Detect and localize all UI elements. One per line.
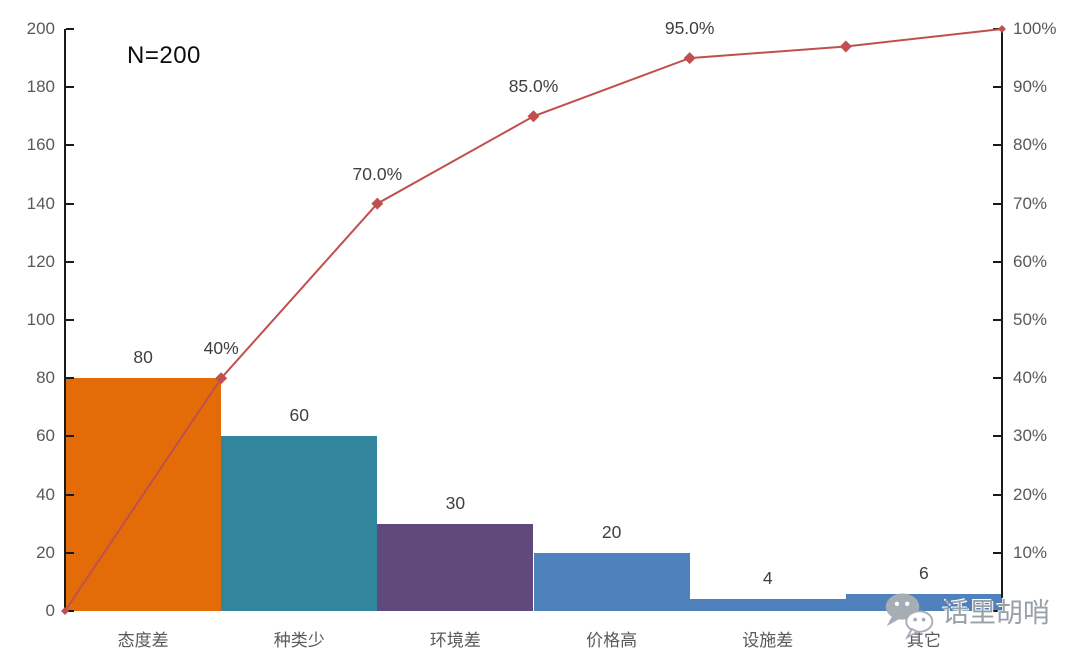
right-axis-tick-label: 80% xyxy=(1013,135,1048,155)
left-axis-tick-label: 0 xyxy=(45,601,55,620)
left-axis-tick xyxy=(66,28,74,30)
left-axis-line xyxy=(64,29,66,613)
left-axis-tick-label: 100 xyxy=(26,310,55,329)
bar-设施差 xyxy=(689,599,846,611)
right-axis-tick-label: 60% xyxy=(1013,251,1048,271)
bar-value-label: 20 xyxy=(601,521,622,542)
left-axis-tick xyxy=(66,319,74,321)
right-axis-tick-label: 50% xyxy=(1013,310,1048,329)
wechat-icon xyxy=(885,593,934,640)
left-axis-tick xyxy=(66,551,74,554)
category-label: 种类少 xyxy=(273,631,325,650)
left-axis-tick xyxy=(66,493,74,496)
category-label: 环境差 xyxy=(429,631,481,650)
category-label: 设施差 xyxy=(742,631,794,650)
right-axis-tick-label: 70% xyxy=(1013,193,1048,213)
left-axis-tick xyxy=(66,260,74,263)
bar-value-label: 6 xyxy=(919,562,929,583)
left-axis-tick xyxy=(66,435,74,438)
line-marker xyxy=(998,25,1006,33)
right-axis-tick-label: 100% xyxy=(1013,19,1057,38)
right-axis-tick xyxy=(993,86,1001,89)
right-axis-tick-label: 10% xyxy=(1013,542,1048,562)
watermark: 话里胡哨 xyxy=(882,590,1050,640)
left-axis-tick-label: 160 xyxy=(26,135,55,155)
left-axis-tick xyxy=(66,377,74,380)
left-axis-tick-label: 20 xyxy=(36,542,55,562)
bar-其它 xyxy=(845,593,1002,611)
left-axis-tick-label: 140 xyxy=(26,193,55,213)
right-axis-tick xyxy=(993,435,1001,438)
right-axis-tick xyxy=(993,551,1001,554)
line-marker xyxy=(527,110,540,123)
left-axis-tick-label: 200 xyxy=(26,19,55,38)
left-axis-tick xyxy=(66,610,74,612)
bar-种类少 xyxy=(221,436,378,611)
left-axis-tick xyxy=(66,144,74,147)
left-axis-tick-label: 60 xyxy=(36,426,55,446)
left-axis-tick-label: 80 xyxy=(36,368,55,388)
line-marker xyxy=(61,607,69,615)
right-axis-line xyxy=(1001,29,1003,613)
bar-value-label: 4 xyxy=(762,568,773,589)
watermark-text: 话里胡哨 xyxy=(942,598,1050,628)
sample-size-annotation: N=200 xyxy=(127,42,201,69)
right-axis-tick xyxy=(993,260,1001,263)
left-axis-tick-label: 40 xyxy=(36,484,55,504)
line-marker xyxy=(371,197,384,210)
right-axis-tick xyxy=(993,319,1001,321)
right-axis-tick-label: 90% xyxy=(1013,77,1048,97)
bar-value-label: 60 xyxy=(289,405,309,426)
right-axis-tick-label: 20% xyxy=(1013,484,1048,504)
category-label: 其它 xyxy=(906,631,941,650)
cumulative-point-label: 70.0% xyxy=(352,163,403,184)
right-axis-tick xyxy=(993,493,1001,496)
bar-value-label: 80 xyxy=(133,347,153,368)
right-axis-tick xyxy=(993,610,1001,612)
left-axis-tick xyxy=(66,202,74,205)
category-label: 态度差 xyxy=(117,631,169,650)
bar-环境差 xyxy=(377,523,534,611)
line-marker xyxy=(839,40,852,53)
right-axis-tick-label: 30% xyxy=(1013,426,1048,446)
right-axis-tick xyxy=(993,202,1001,205)
left-axis-tick-label: 120 xyxy=(26,251,55,271)
bar-value-label: 30 xyxy=(445,492,466,513)
left-axis-tick-label: 180 xyxy=(26,77,55,97)
right-axis-tick-label: 40% xyxy=(1013,368,1048,388)
right-axis-tick xyxy=(993,144,1001,147)
cumulative-point-label: 85.0% xyxy=(508,76,559,97)
left-axis-tick xyxy=(66,86,74,89)
line-marker xyxy=(683,52,696,65)
bar-价格高 xyxy=(533,552,690,611)
cumulative-point-label: 40% xyxy=(203,338,239,359)
cumulative-point-label: 95.0% xyxy=(664,18,715,39)
right-axis-tick xyxy=(993,377,1001,380)
category-label: 价格高 xyxy=(586,631,638,650)
line-marker xyxy=(215,372,228,385)
